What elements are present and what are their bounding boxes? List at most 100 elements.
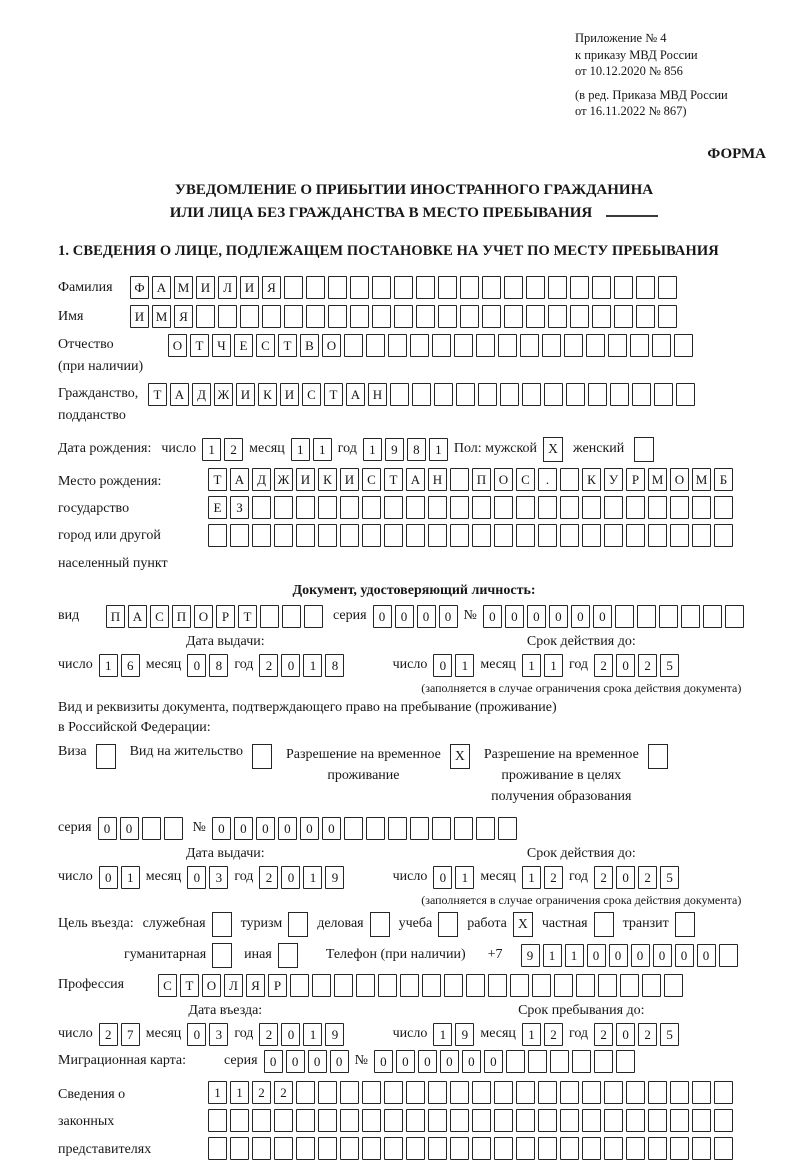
char-cell[interactable]: 0 xyxy=(570,604,590,628)
char-cell[interactable] xyxy=(664,973,683,997)
char-cell[interactable] xyxy=(453,816,473,840)
char-cell[interactable] xyxy=(724,604,744,628)
char-cell[interactable]: 0 xyxy=(616,653,636,677)
char-cell[interactable] xyxy=(282,604,301,628)
char-cell[interactable] xyxy=(350,276,369,299)
char-cell[interactable] xyxy=(400,973,419,997)
char-cell[interactable]: 2 xyxy=(252,1080,271,1104)
char-cell[interactable] xyxy=(412,383,431,407)
char-cell[interactable] xyxy=(658,604,678,628)
char-cell[interactable]: 2 xyxy=(594,1022,614,1046)
char-cell[interactable] xyxy=(362,1080,381,1104)
char-cell[interactable] xyxy=(450,1080,469,1104)
char-cell[interactable] xyxy=(604,1108,623,1132)
char-cell[interactable]: 1 xyxy=(98,653,118,677)
char-cell[interactable]: Т xyxy=(278,334,297,357)
char-cell[interactable] xyxy=(544,383,563,407)
char-cell[interactable]: Е xyxy=(208,495,227,519)
char-cell[interactable]: 0 xyxy=(373,1049,393,1073)
char-cell[interactable] xyxy=(328,276,347,299)
char-cell[interactable]: 0 xyxy=(372,604,392,628)
char-cell[interactable] xyxy=(296,495,315,519)
char-cell[interactable] xyxy=(674,334,693,357)
char-cell[interactable] xyxy=(318,1136,337,1160)
char-cell[interactable]: А xyxy=(128,604,147,628)
char-cell[interactable]: У xyxy=(604,467,623,491)
char-cell[interactable] xyxy=(208,523,227,547)
char-cell[interactable] xyxy=(714,1108,733,1132)
char-cell[interactable] xyxy=(538,495,557,519)
char-cell[interactable]: О xyxy=(194,604,213,628)
char-cell[interactable] xyxy=(692,495,711,519)
char-cell[interactable]: 0 xyxy=(281,865,301,889)
char-cell[interactable]: 2 xyxy=(274,1080,293,1104)
char-cell[interactable] xyxy=(576,973,595,997)
char-cell[interactable] xyxy=(450,1108,469,1132)
char-cell[interactable] xyxy=(586,334,605,357)
char-cell[interactable] xyxy=(230,523,249,547)
char-cell[interactable] xyxy=(504,276,523,299)
char-cell[interactable] xyxy=(208,1108,227,1132)
checkbox-other[interactable] xyxy=(277,942,298,968)
char-cell[interactable] xyxy=(252,495,271,519)
char-cell[interactable] xyxy=(428,1080,447,1104)
char-cell[interactable]: 1 xyxy=(433,1022,453,1046)
char-cell[interactable] xyxy=(444,973,463,997)
char-cell[interactable] xyxy=(582,1080,601,1104)
char-cell[interactable] xyxy=(516,495,535,519)
char-cell[interactable] xyxy=(482,305,501,328)
char-cell[interactable] xyxy=(564,334,583,357)
char-cell[interactable] xyxy=(290,973,309,997)
char-cell[interactable] xyxy=(702,604,722,628)
char-cell[interactable] xyxy=(494,495,513,519)
char-cell[interactable] xyxy=(344,334,363,357)
char-cell[interactable]: 0 xyxy=(329,1049,349,1073)
char-cell[interactable] xyxy=(582,495,601,519)
char-cell[interactable]: 1 xyxy=(455,865,475,889)
char-cell[interactable] xyxy=(626,1080,645,1104)
char-cell[interactable] xyxy=(372,305,391,328)
char-cell[interactable]: 0 xyxy=(630,943,650,967)
char-cell[interactable]: П xyxy=(472,467,491,491)
char-cell[interactable] xyxy=(240,305,259,328)
char-cell[interactable]: К xyxy=(318,467,337,491)
char-cell[interactable] xyxy=(604,523,623,547)
char-cell[interactable] xyxy=(274,495,293,519)
char-cell[interactable] xyxy=(582,523,601,547)
char-cell[interactable] xyxy=(692,1136,711,1160)
char-cell[interactable] xyxy=(692,523,711,547)
char-cell[interactable]: И xyxy=(280,383,299,407)
char-cell[interactable]: 0 xyxy=(483,1049,503,1073)
char-cell[interactable] xyxy=(406,523,425,547)
char-cell[interactable] xyxy=(196,305,215,328)
char-cell[interactable] xyxy=(284,276,303,299)
char-cell[interactable]: С xyxy=(302,383,321,407)
char-cell[interactable] xyxy=(714,1080,733,1104)
char-cell[interactable]: 8 xyxy=(406,437,426,461)
char-cell[interactable] xyxy=(692,1080,711,1104)
char-cell[interactable] xyxy=(598,973,617,997)
char-cell[interactable] xyxy=(604,1080,623,1104)
char-cell[interactable] xyxy=(372,276,391,299)
char-cell[interactable]: Н xyxy=(368,383,387,407)
char-cell[interactable] xyxy=(406,495,425,519)
char-cell[interactable]: Я xyxy=(262,276,281,299)
char-cell[interactable]: 1 xyxy=(455,653,475,677)
char-cell[interactable] xyxy=(428,523,447,547)
char-cell[interactable]: О xyxy=(494,467,513,491)
char-cell[interactable] xyxy=(252,1108,271,1132)
char-cell[interactable] xyxy=(343,816,363,840)
char-cell[interactable]: 0 xyxy=(321,816,341,840)
char-cell[interactable]: 0 xyxy=(616,1022,636,1046)
char-cell[interactable] xyxy=(648,1136,667,1160)
char-cell[interactable] xyxy=(680,604,700,628)
char-cell[interactable] xyxy=(592,276,611,299)
char-cell[interactable]: 1 xyxy=(303,1022,323,1046)
char-cell[interactable] xyxy=(714,523,733,547)
char-cell[interactable] xyxy=(296,1108,315,1132)
char-cell[interactable] xyxy=(409,816,429,840)
char-cell[interactable]: Л xyxy=(218,276,237,299)
char-cell[interactable]: 1 xyxy=(362,437,382,461)
char-cell[interactable] xyxy=(548,305,567,328)
char-cell[interactable]: Т xyxy=(324,383,343,407)
